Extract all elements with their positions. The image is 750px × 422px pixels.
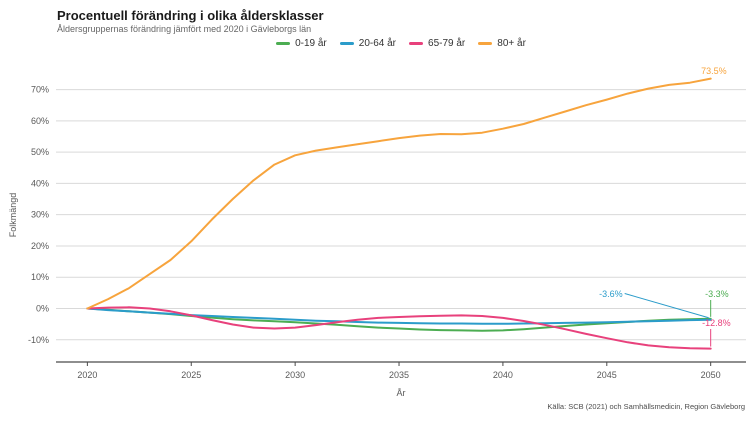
x-tick-label: 2050 <box>701 370 721 380</box>
legend-swatch-icon <box>478 42 493 45</box>
x-tick-label: 2045 <box>597 370 617 380</box>
y-tick-label: 30% <box>31 210 49 220</box>
end-label-leader-20-64-r <box>624 293 709 319</box>
series-line-80-r <box>86 77 712 310</box>
x-tick-label: 2030 <box>285 370 305 380</box>
legend: 0-19 år 20-64 år 65-79 år 80+ år <box>56 38 746 49</box>
legend-item-label: 0-19 år <box>295 38 327 49</box>
legend-swatch-icon <box>276 42 291 45</box>
legend-swatch-icon <box>339 42 354 45</box>
legend-item-65-79-r[interactable]: 65-79 år <box>409 38 465 49</box>
x-axis-title: År <box>396 388 406 398</box>
y-tick-label: 50% <box>31 147 49 157</box>
series-end-label-65-79-r: -12.8% <box>702 318 731 328</box>
x-tick-label: 2040 <box>493 370 513 380</box>
series-end-label-80-r: 73.5% <box>701 66 727 76</box>
legend-item-label: 65-79 år <box>428 38 466 49</box>
legend-swatch-icon <box>409 42 424 45</box>
y-axis-title: Folkmängd <box>8 192 18 238</box>
legend-item-80-r[interactable]: 80+ år <box>478 38 526 49</box>
y-tick-label: 40% <box>31 178 49 188</box>
y-tick-label: 60% <box>31 116 49 126</box>
series-end-label-20-64-r: -3.6% <box>599 289 623 299</box>
y-tick-label: -10% <box>28 335 49 345</box>
source-caption: Källa: SCB (2021) och Samhällsmedicin, R… <box>547 402 745 411</box>
y-tick-label: 70% <box>31 85 49 95</box>
y-tick-label: 0% <box>36 304 49 314</box>
x-tick-label: 2020 <box>77 370 97 380</box>
legend-item-20-64-r[interactable]: 20-64 år <box>339 38 397 49</box>
chart-subtitle: Åldersgruppernas förändring jämfört med … <box>57 24 312 34</box>
x-tick-label: 2035 <box>389 370 409 380</box>
series-line-65-79-r <box>86 306 712 350</box>
x-tick-label: 2025 <box>181 370 201 380</box>
legend-item-label: 20-64 år <box>358 38 397 49</box>
chart-title: Procentuell förändring i olika ålderskla… <box>57 8 324 23</box>
legend-item-label: 80+ år <box>497 38 526 49</box>
y-tick-label: 20% <box>31 241 49 251</box>
legend-item-0-19-r[interactable]: 0-19 år <box>276 38 327 49</box>
y-tick-label: 10% <box>31 272 49 282</box>
series-end-label-0-19-r: -3.3% <box>705 289 729 299</box>
series-line-0-19-r <box>86 307 712 332</box>
